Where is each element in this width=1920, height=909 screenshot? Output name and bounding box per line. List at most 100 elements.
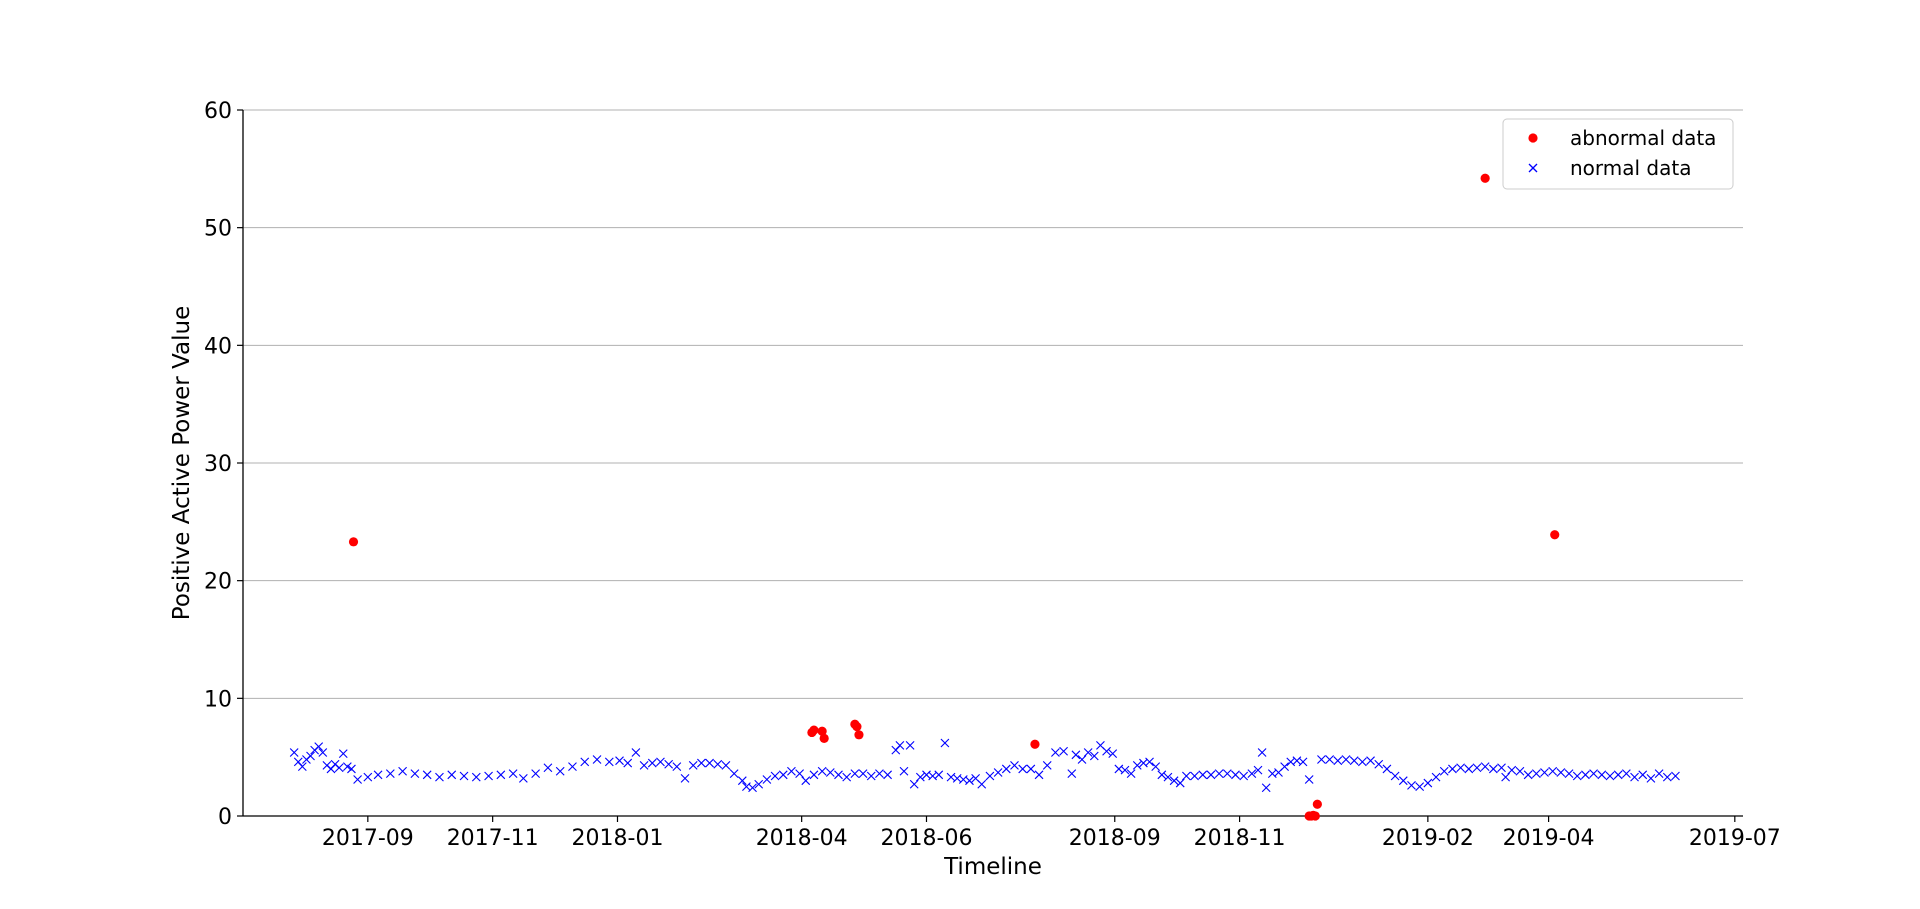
normal-point <box>338 749 348 759</box>
normal-point <box>592 755 602 764</box>
normal-point <box>289 748 299 757</box>
normal-point <box>385 769 395 779</box>
normal-point <box>1018 764 1028 774</box>
y-tick-label: 10 <box>204 687 232 712</box>
normal-point <box>1589 769 1599 779</box>
normal-point <box>1239 771 1249 781</box>
normal-point <box>347 764 356 774</box>
normal-point <box>1671 771 1680 781</box>
normal-point <box>1523 770 1533 780</box>
normal-point <box>543 763 553 773</box>
normal-point <box>353 775 362 784</box>
normal-point <box>1333 756 1343 766</box>
normal-point <box>1480 762 1490 771</box>
normal-point <box>1304 775 1314 784</box>
normal-point <box>342 762 352 771</box>
abnormal-data-series <box>348 173 1560 821</box>
normal-point <box>1108 749 1118 759</box>
normal-point <box>1540 768 1549 777</box>
normal-point <box>834 770 843 780</box>
normal-point <box>1548 766 1558 776</box>
normal-point <box>899 766 909 776</box>
normal-point <box>909 779 919 789</box>
normal-point <box>484 771 493 781</box>
normal-point <box>1214 769 1224 779</box>
abnormal-point <box>819 733 829 743</box>
abnormal-point <box>852 721 862 732</box>
normal-point <box>1083 748 1093 757</box>
normal-point <box>1431 772 1441 782</box>
normal-point <box>1257 748 1267 757</box>
normal-point <box>905 741 915 750</box>
normal-point <box>435 772 444 782</box>
normal-point <box>496 770 506 780</box>
normal-point <box>1456 763 1465 773</box>
x-tick-label: 2018-09 <box>1069 826 1161 851</box>
normal-point <box>518 773 528 783</box>
legend-abnormal-label: abnormal data <box>1570 126 1716 150</box>
normal-point <box>1507 765 1517 775</box>
y-tick-label: 60 <box>204 99 232 124</box>
normal-point <box>1407 781 1416 790</box>
normal-point <box>1646 773 1656 783</box>
normal-point <box>1163 772 1173 782</box>
normal-point <box>1001 764 1011 774</box>
y-axis-label: Positive Active Power Value <box>169 306 195 620</box>
y-tick-label: 50 <box>204 217 232 242</box>
normal-point <box>398 766 408 776</box>
normal-point <box>1010 761 1019 770</box>
normal-point <box>1298 757 1308 767</box>
normal-point <box>631 748 641 757</box>
normal-point <box>915 772 925 782</box>
y-tick-label: 0 <box>218 805 232 830</box>
normal-point <box>1349 756 1359 766</box>
abnormal-point <box>348 537 359 547</box>
x-tick-label: 2018-06 <box>881 826 973 851</box>
normal-point <box>447 770 457 780</box>
normal-point <box>1488 764 1498 774</box>
normal-point <box>1151 762 1161 771</box>
normal-point <box>1247 769 1257 779</box>
grid-lines <box>243 109 1743 699</box>
x-axis-label: Timeline <box>943 854 1042 880</box>
normal-point <box>508 769 518 779</box>
normal-point <box>422 770 432 780</box>
normal-point <box>1390 771 1400 781</box>
normal-point <box>787 766 796 776</box>
normal-point <box>1190 771 1199 781</box>
x-tick-label: 2019-04 <box>1503 826 1595 851</box>
data-points <box>289 173 1680 821</box>
abnormal-point <box>817 726 827 736</box>
normal-point <box>318 748 328 757</box>
abnormal-point <box>1030 739 1040 749</box>
normal-point <box>1448 764 1457 774</box>
normal-point <box>410 769 420 779</box>
normal-point <box>373 770 383 780</box>
normal-point <box>314 742 324 751</box>
normal-point <box>842 772 852 782</box>
normal-point <box>688 761 698 770</box>
normal-point <box>1398 776 1408 786</box>
normal-point <box>770 771 780 781</box>
normal-point <box>705 758 714 768</box>
normal-point <box>297 762 307 771</box>
normal-point <box>568 762 577 771</box>
abnormal-point <box>809 725 819 735</box>
normal-point <box>737 776 747 786</box>
normal-point <box>1102 746 1111 756</box>
normal-point <box>363 772 373 782</box>
normal-point <box>1067 769 1077 779</box>
normal-point <box>1613 770 1623 780</box>
normal-point <box>801 776 811 786</box>
y-tick-label: 30 <box>204 452 232 477</box>
legend-normal-marker <box>1528 163 1538 173</box>
normal-point <box>1253 765 1263 775</box>
normal-point <box>748 783 757 793</box>
normal-point <box>672 762 682 771</box>
normal-point <box>1556 768 1566 777</box>
normal-point <box>1472 763 1482 773</box>
normal-point <box>1077 755 1087 764</box>
normal-point <box>825 768 835 777</box>
normal-point <box>1145 757 1154 767</box>
normal-point <box>940 738 950 748</box>
